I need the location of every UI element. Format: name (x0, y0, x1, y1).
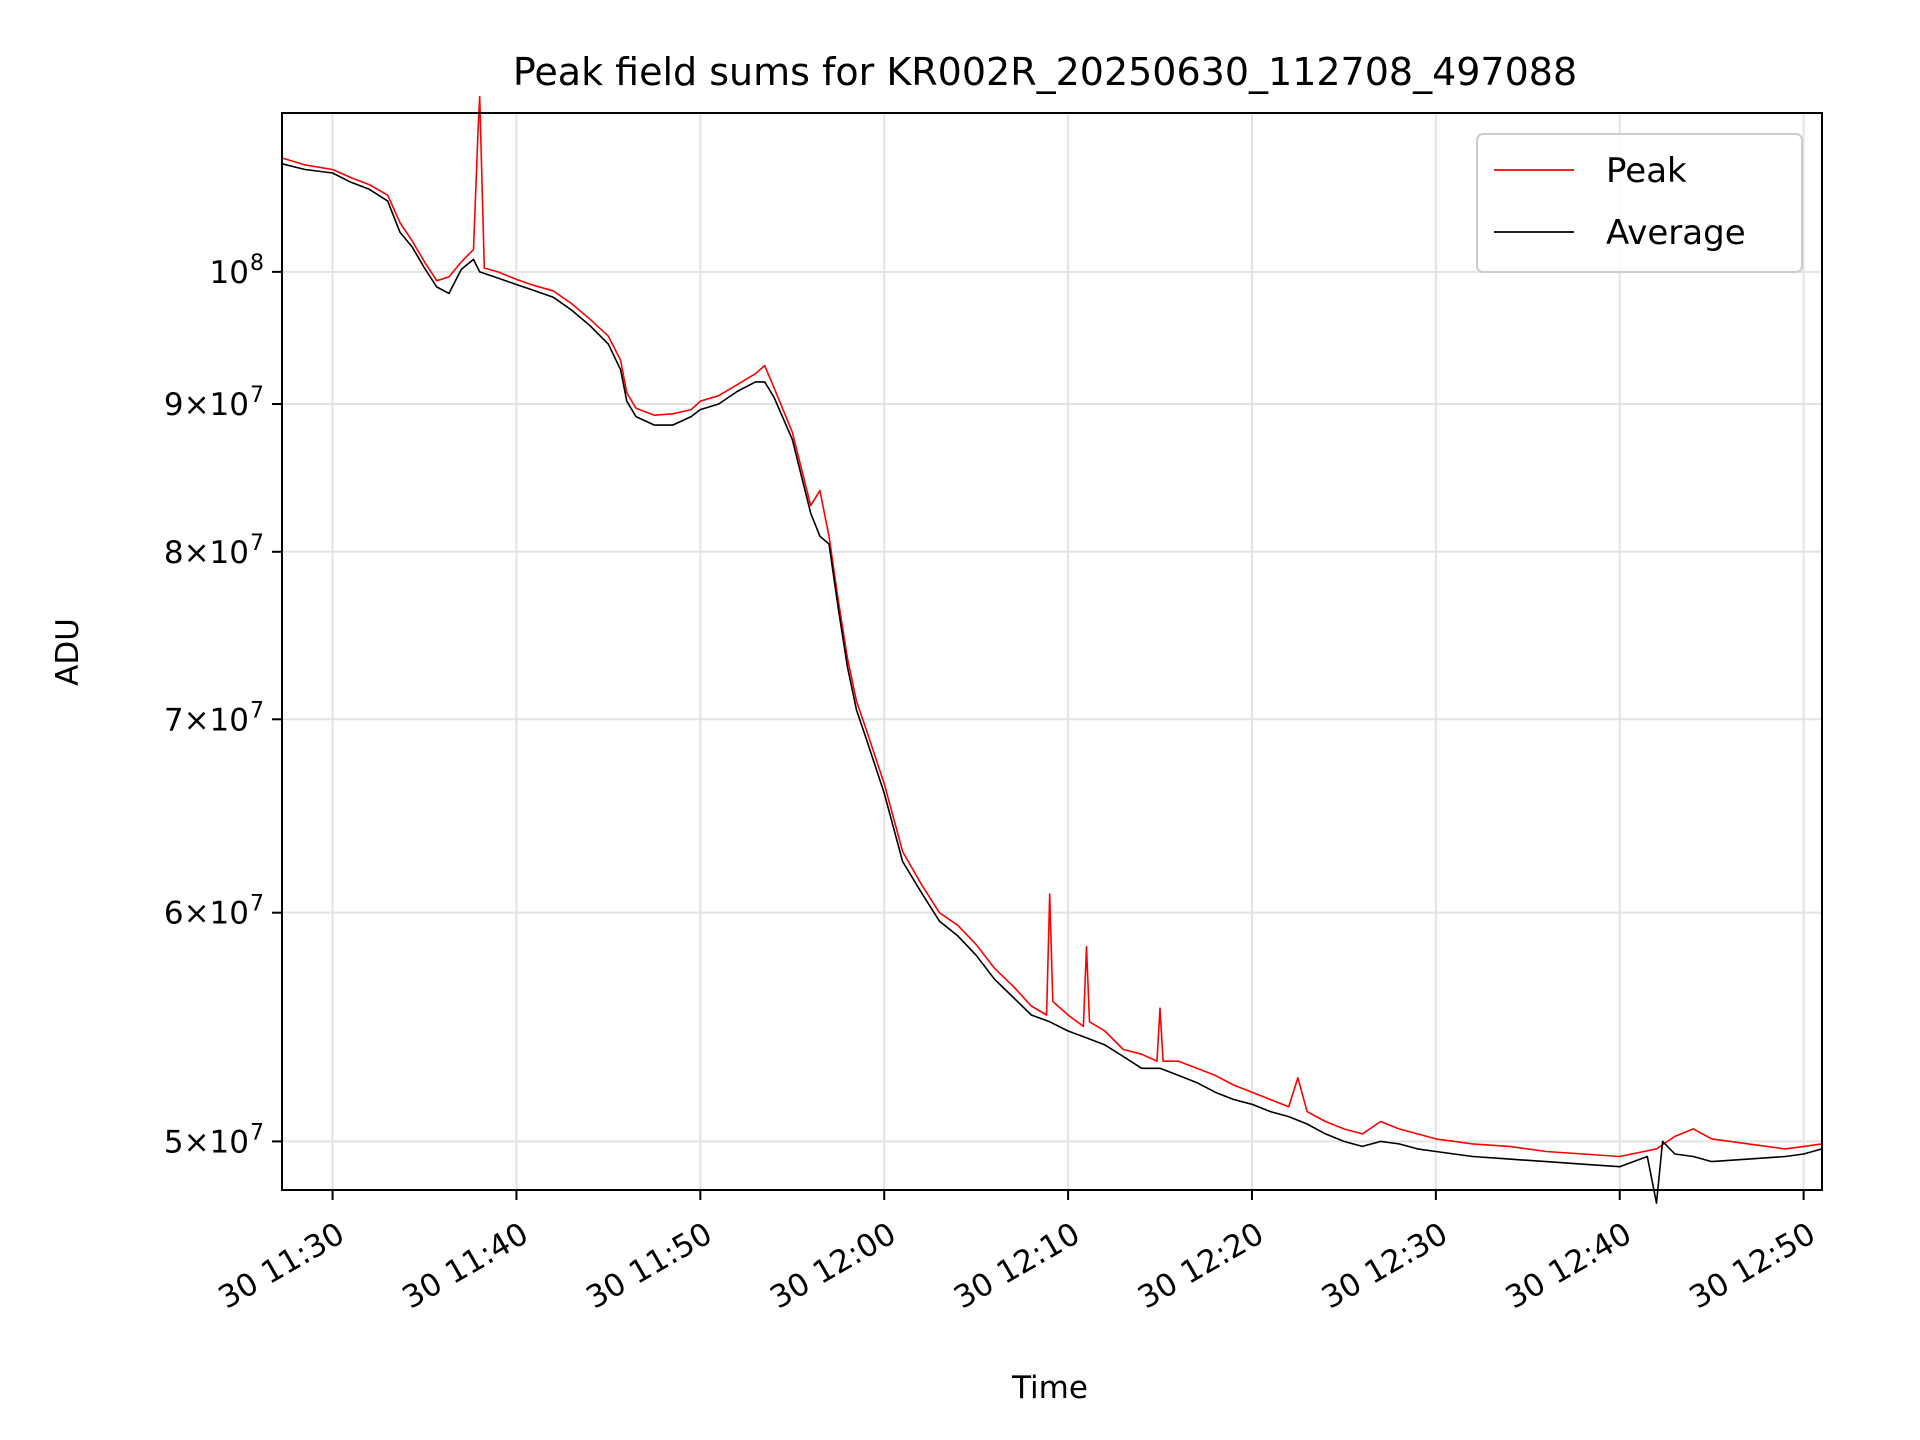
y-tick-label: 78×10 (164, 531, 264, 571)
y-tick-base: 10 (210, 255, 249, 291)
y-tick-label: 810 (210, 251, 264, 291)
series-lines (281, 95, 1823, 1204)
x-tick-label: 30 12:30 (1316, 1216, 1454, 1316)
chart-title: Peak field sums for KR002R_20250630_1127… (513, 50, 1577, 94)
y-axis-label: ADU (50, 618, 86, 686)
y-tick-base: 5×10 (164, 1124, 249, 1160)
x-tick-label: 30 12:20 (1132, 1216, 1270, 1316)
legend-label-average: Average (1606, 213, 1746, 253)
y-tick-label: 76×10 (164, 892, 264, 932)
plot-frame (281, 112, 1823, 1191)
x-tick-label: 30 11:30 (213, 1216, 351, 1316)
y-tick-exponent: 7 (250, 892, 264, 917)
y-tick-exponent: 7 (250, 698, 264, 723)
y-tick-label: 79×10 (164, 383, 264, 423)
y-tick-exponent: 7 (250, 383, 264, 408)
x-axis: 30 11:30 30 11:40 30 11:50 30 12:00 30 12:10… (213, 1190, 1822, 1316)
y-tick-exponent: 7 (250, 1120, 264, 1145)
series-line-average (281, 163, 1823, 1204)
x-tick-label: 30 12:10 (948, 1216, 1086, 1316)
y-tick-base: 6×10 (164, 896, 249, 932)
series-line-peak (281, 95, 1823, 1158)
y-tick-base: 8×10 (164, 535, 249, 571)
y-tick-label: 77×10 (164, 698, 264, 738)
grid-lines (282, 113, 1822, 1190)
x-tick-label: 30 12:40 (1500, 1216, 1638, 1316)
legend: Peak Average (1476, 133, 1803, 273)
y-tick-label: 75×10 (164, 1120, 264, 1160)
x-tick-label: 30 11:40 (396, 1216, 534, 1316)
x-tick-label: 30 12:00 (764, 1216, 902, 1316)
y-tick-base: 7×10 (164, 702, 249, 738)
y-tick-exponent: 8 (250, 251, 264, 276)
y-tick-exponent: 7 (250, 531, 264, 556)
legend-label-peak: Peak (1606, 151, 1687, 191)
x-tick-label: 30 12:50 (1684, 1216, 1822, 1316)
y-tick-base: 9×10 (164, 387, 249, 423)
x-tick-label: 30 11:50 (580, 1216, 718, 1316)
x-axis-label: Time (1011, 1370, 1088, 1406)
legend-box (1476, 133, 1803, 273)
